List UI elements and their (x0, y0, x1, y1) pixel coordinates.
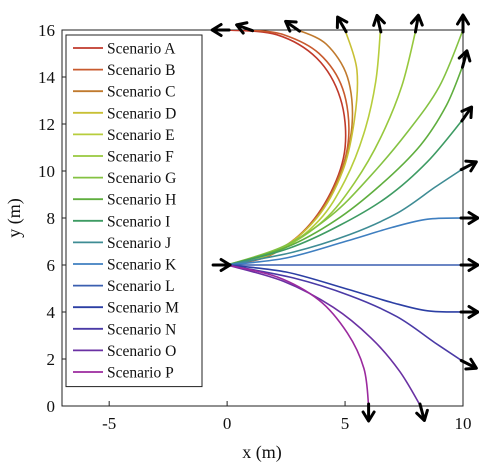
x-tick-label: 0 (223, 414, 232, 433)
x-tick-label: -5 (102, 414, 116, 433)
end-arrow-6 (409, 13, 424, 34)
series-line-11 (227, 217, 463, 266)
x-axis-label: x (m) (242, 442, 282, 463)
y-tick-label: 0 (47, 397, 56, 416)
end-arrow-13 (459, 305, 479, 319)
axis-ticks: -5 0 5 10 0 2 4 6 8 10 12 14 16 (38, 21, 472, 433)
end-arrow-1 (210, 23, 231, 37)
direction-arrows (210, 13, 479, 423)
series-line-15 (226, 264, 422, 406)
y-tick-label: 14 (38, 68, 56, 87)
legend-entry: Scenario G (107, 170, 176, 187)
series-line-14 (226, 264, 463, 363)
legend-entry: Scenario O (107, 343, 176, 360)
legend-entry: Scenario P (107, 365, 174, 382)
legend-entry: Scenario H (107, 192, 176, 209)
series-line-10 (226, 168, 463, 266)
legend-entry: Scenario L (107, 278, 175, 295)
y-tick-label: 8 (47, 209, 56, 228)
legend-entry: Scenario K (107, 257, 177, 274)
legend: Scenario A Scenario B Scenario C Scenario D… (65, 34, 203, 388)
end-arrow-4 (335, 15, 349, 34)
legend-entry: Scenario M (107, 300, 179, 317)
end-arrow-12 (459, 258, 479, 272)
series-line-9 (226, 118, 463, 266)
series-line-7 (226, 30, 463, 266)
legend-entry: Scenario A (107, 41, 176, 58)
series-line-8 (226, 64, 463, 266)
legend-entry: Scenario N (107, 321, 176, 338)
end-arrow-7 (456, 13, 470, 34)
series-line-13 (227, 264, 463, 313)
y-tick-label: 16 (38, 21, 55, 40)
end-arrow-15 (415, 402, 429, 422)
x-tick-label: 10 (455, 414, 472, 433)
legend-entry: Scenario E (107, 127, 175, 144)
y-axis-label: y (m) (4, 198, 25, 238)
legend-entry: Scenario J (107, 235, 171, 252)
end-arrow-16 (361, 402, 376, 423)
y-tick-label: 4 (47, 303, 56, 322)
y-tick-label: 10 (38, 162, 55, 181)
end-arrow-2 (235, 21, 255, 35)
start-arrow (211, 258, 232, 272)
end-arrow-5 (372, 13, 386, 34)
series-lines (226, 30, 463, 406)
legend-entry: Scenario D (107, 105, 176, 122)
end-arrow-11 (459, 211, 479, 225)
end-arrow-3 (284, 19, 302, 33)
end-arrow-14 (459, 357, 478, 371)
series-line-16 (226, 264, 370, 406)
end-arrow-8 (457, 49, 472, 69)
legend-entry: Scenario F (107, 149, 174, 166)
end-arrow-9 (460, 105, 474, 123)
end-arrow-10 (459, 159, 478, 173)
x-tick-label: 5 (341, 414, 350, 433)
y-tick-label: 12 (38, 115, 55, 134)
legend-entry: Scenario C (107, 84, 175, 101)
y-tick-label: 2 (47, 350, 56, 369)
legend-entry: Scenario B (107, 62, 175, 79)
legend-entry: Scenario I (107, 213, 170, 230)
y-tick-label: 6 (47, 256, 56, 275)
